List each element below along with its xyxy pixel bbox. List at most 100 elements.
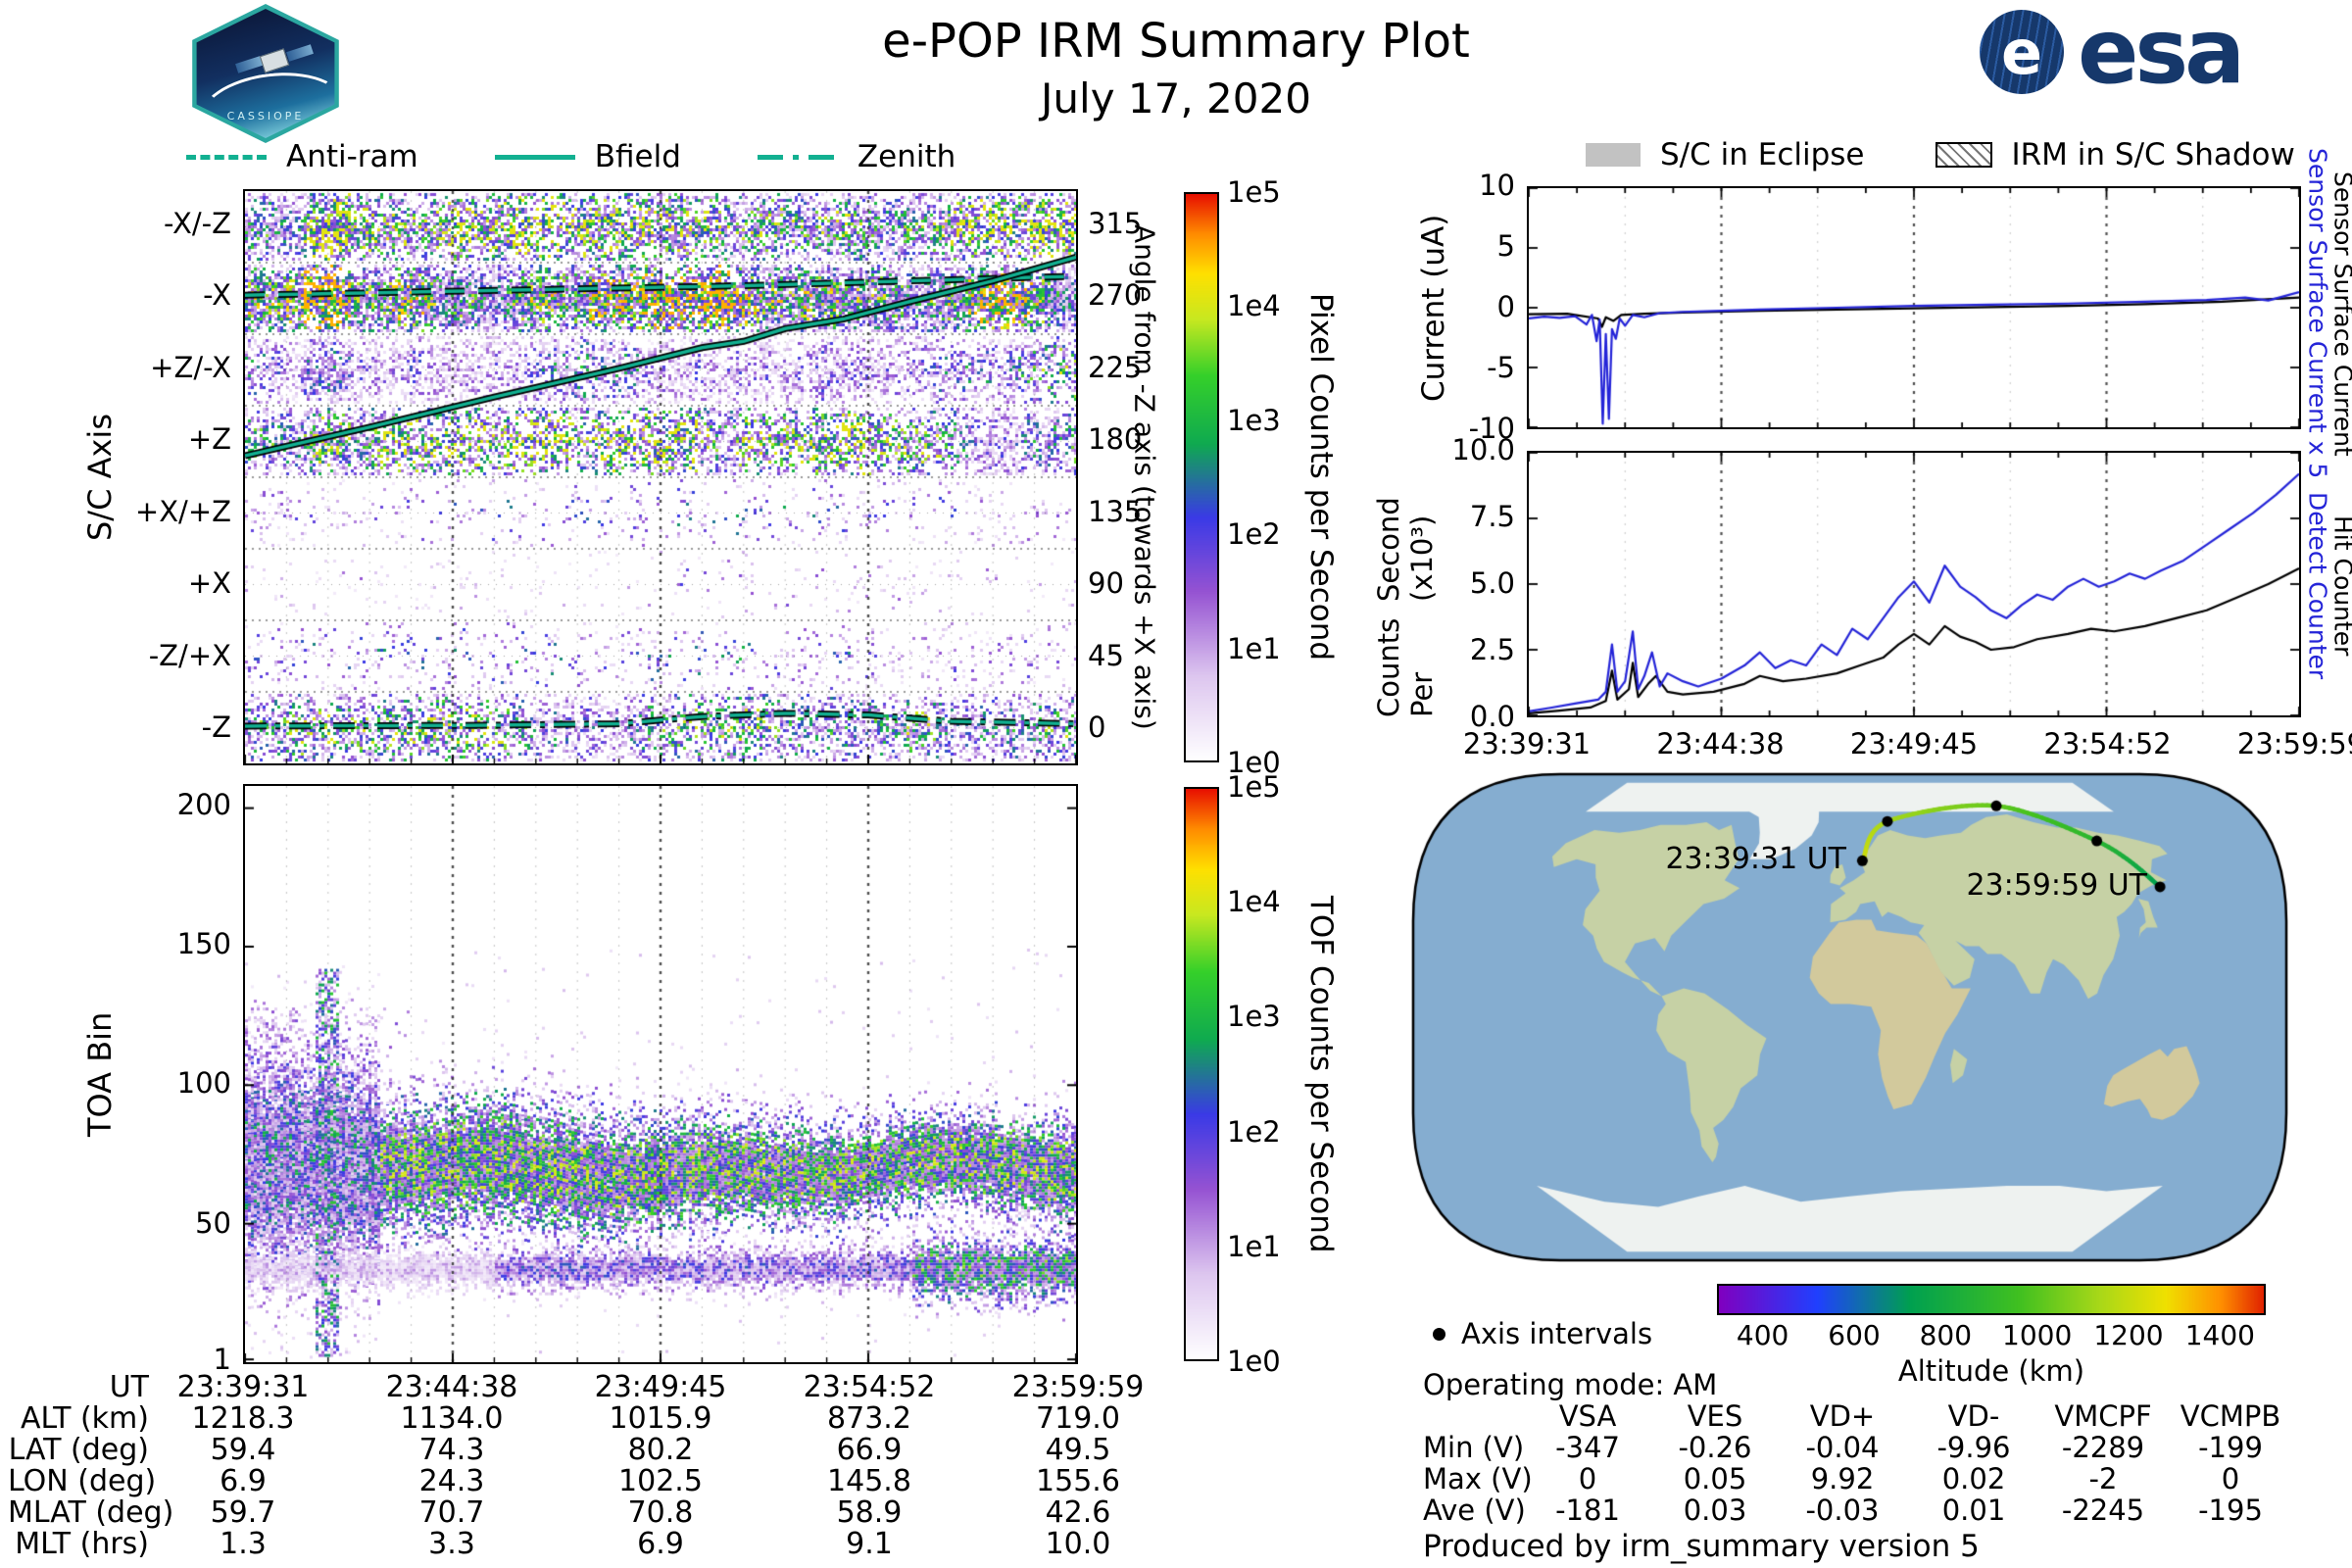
altitude-colorbar xyxy=(1717,1284,2266,1315)
toa-tick-label: 1 xyxy=(213,1343,231,1377)
bottom-axis-value: 49.5 xyxy=(1045,1433,1111,1467)
overlay-line-legend: Anti-ram Bfield Zenith xyxy=(186,139,956,174)
sc-axis-ylabel: S/C Axis xyxy=(81,414,119,541)
counts-panel xyxy=(1527,451,2301,717)
counts-ytick-label: 5.0 xyxy=(1469,566,1515,600)
legend-label: S/C in Eclipse xyxy=(1660,137,1865,172)
legend-label: IRM in S/C Shadow xyxy=(2011,137,2295,172)
bottom-axis-value: 42.6 xyxy=(1045,1495,1111,1530)
tof-colorbar-tick-label: 1e1 xyxy=(1227,1229,1281,1263)
counts-ytick-label: 2.5 xyxy=(1469,633,1515,666)
axis-intervals-label: Axis intervals xyxy=(1461,1317,1653,1350)
voltage-table-row-label: Min (V) xyxy=(1423,1431,1525,1464)
toa-tick-label: 150 xyxy=(176,927,231,961)
pixel-colorbar-tick-label: 1e2 xyxy=(1227,517,1281,552)
angle-tick-label: 135 xyxy=(1088,494,1143,528)
current-ytick-label: -10 xyxy=(1468,412,1515,445)
time-xtick-label: 23:59:59 xyxy=(2236,727,2352,760)
altitude-tick-label: 400 xyxy=(1736,1319,1789,1351)
pixel-colorbar-tick-label: 1e1 xyxy=(1227,631,1281,665)
voltage-table-cell: -2289 xyxy=(2061,1431,2145,1464)
track-start-time-label: 23:39:31 UT xyxy=(1665,842,1846,876)
counts-ytick-label: 10.0 xyxy=(1451,433,1515,466)
current-ytick-label: 10 xyxy=(1479,169,1515,202)
bottom-axis-value: 1.3 xyxy=(220,1527,267,1561)
bottom-axis-row-label: MLAT (deg) xyxy=(8,1495,174,1530)
altitude-tick-label: 1000 xyxy=(2002,1319,2073,1351)
sensor-surface-current-label: Sensor Surface Current xyxy=(2328,171,2352,457)
time-xtick-label: 23:44:38 xyxy=(1656,727,1785,760)
tof-counts-colorbar xyxy=(1184,787,1219,1361)
current-ytick-label: -5 xyxy=(1487,351,1515,384)
bottom-axis-value: 23:39:31 xyxy=(176,1370,310,1404)
voltage-table-cell: 0 xyxy=(2221,1462,2240,1495)
bfield-solid-line-sample xyxy=(494,154,575,160)
sc-axis-category-label: -Z xyxy=(201,710,231,745)
shadow-hatch-swatch xyxy=(1935,142,1992,168)
bottom-axis-value: 70.8 xyxy=(627,1495,694,1530)
voltage-table-cell: -0.26 xyxy=(1678,1431,1752,1464)
toa-tick-label: 200 xyxy=(176,787,231,821)
time-xtick-label: 23:54:52 xyxy=(2043,727,2172,760)
sc-axis-category-label: +X xyxy=(187,566,231,601)
esa-globe-icon: e xyxy=(1980,10,2064,94)
voltage-table-header: VMCPF xyxy=(2054,1399,2152,1433)
sc-axis-spectrogram-panel xyxy=(243,189,1078,765)
voltage-table-cell: 0 xyxy=(1578,1462,1597,1495)
bottom-axis-value: 1015.9 xyxy=(609,1401,712,1436)
bottom-axis-value: 102.5 xyxy=(618,1464,703,1498)
bottom-axis-value: 59.7 xyxy=(210,1495,276,1530)
esa-wordmark: esa xyxy=(2078,0,2245,104)
voltage-table-cell: -2 xyxy=(2088,1462,2118,1495)
voltage-table-header: VCMPB xyxy=(2180,1399,2281,1433)
counts-ylabel-line1: Counts Per xyxy=(1372,617,1439,717)
patch-hexagon: CASSIOPE xyxy=(196,9,335,138)
bottom-axis-value: 58.9 xyxy=(836,1495,903,1530)
voltage-table-header: VD- xyxy=(1947,1399,2000,1433)
angle-tick-label: 45 xyxy=(1088,638,1124,672)
bottom-axis-value: 23:44:38 xyxy=(385,1370,518,1404)
legend-item-antiram: Anti-ram xyxy=(186,139,418,174)
pixel-colorbar-tick-label: 1e3 xyxy=(1227,403,1281,437)
toa-spectrogram-panel xyxy=(243,784,1078,1364)
sc-axis-spectrogram-canvas xyxy=(245,191,1076,763)
bottom-axis-row-label: LON (deg) xyxy=(8,1464,157,1498)
voltage-table-header: VES xyxy=(1687,1399,1743,1433)
bottom-axis-value: 3.3 xyxy=(428,1527,475,1561)
page-date: July 17, 2020 xyxy=(1041,74,1311,122)
sc-axis-category-label: -X xyxy=(203,278,231,313)
altitude-tick-label: 600 xyxy=(1828,1319,1881,1351)
sc-axis-category-label: +X/+Z xyxy=(134,494,231,528)
altitude-tick-label: 800 xyxy=(1919,1319,1973,1351)
voltage-table-cell: 0.05 xyxy=(1683,1462,1747,1495)
altitude-tick-label: 1200 xyxy=(2093,1319,2164,1351)
toa-spectrogram-canvas xyxy=(245,786,1076,1362)
tof-colorbar-tick-label: 1e5 xyxy=(1227,770,1281,804)
tof-colorbar-tick-label: 1e2 xyxy=(1227,1114,1281,1149)
bottom-axis-row-label: LAT (deg) xyxy=(8,1433,149,1467)
tof-colorbar-tick-label: 1e0 xyxy=(1227,1345,1281,1378)
voltage-table-cell: -195 xyxy=(2198,1494,2263,1527)
voltage-table-header: VSA xyxy=(1558,1399,1617,1433)
bottom-axis-value: 23:54:52 xyxy=(803,1370,936,1404)
bottom-axis-value: 23:49:45 xyxy=(594,1370,727,1404)
current-plot-canvas xyxy=(1529,188,2299,427)
satellite-solar-panel-icon xyxy=(286,44,314,62)
angle-tick-label: 0 xyxy=(1088,710,1106,745)
cassiope-patch-text: CASSIOPE xyxy=(226,110,305,122)
legend-item-shadow: IRM in S/C Shadow xyxy=(1935,137,2295,172)
voltage-table-cell: -0.03 xyxy=(1805,1494,1880,1527)
legend-item-zenith: Zenith xyxy=(757,139,956,174)
bottom-axis-value: 873.2 xyxy=(827,1401,911,1436)
counts-ytick-label: 0.0 xyxy=(1469,700,1515,733)
bottom-axis-value: 23:59:59 xyxy=(1011,1370,1145,1404)
bottom-axis-value: 155.6 xyxy=(1036,1464,1120,1498)
angle-axis-label: Angle from -Z axis (towards +X axis) xyxy=(1128,224,1161,730)
legend-label: Bfield xyxy=(594,139,681,174)
voltage-table-cell: 0.01 xyxy=(1941,1494,2006,1527)
bottom-axis-value: 24.3 xyxy=(418,1464,485,1498)
legend-item-eclipse: S/C in Eclipse xyxy=(1586,137,1865,172)
eclipse-gray-swatch xyxy=(1586,143,1641,167)
page-title: e-POP IRM Summary Plot xyxy=(882,14,1470,69)
